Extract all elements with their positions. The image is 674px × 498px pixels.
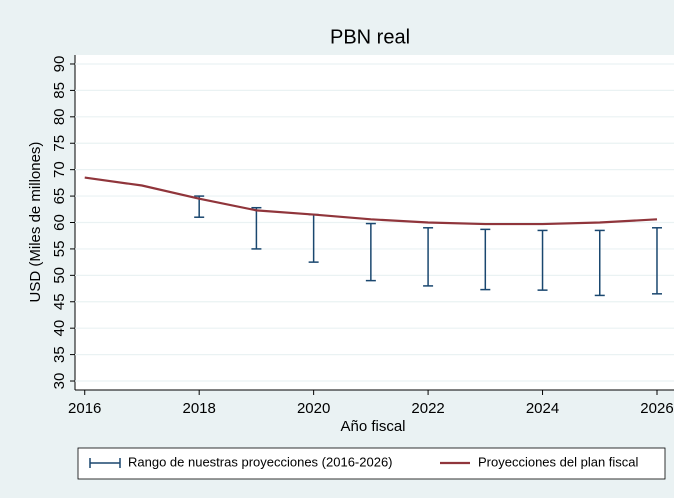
x-tick-label: 2016 [68,400,101,417]
y-tick-label: 80 [51,108,68,125]
x-tick-label: 2018 [182,400,215,417]
x-tick-label: 2024 [526,400,559,417]
y-tick-label: 45 [51,293,68,310]
y-tick-label: 75 [51,135,68,152]
y-tick-label: 85 [51,82,68,99]
legend-label: Rango de nuestras proyecciones (2016-202… [128,454,393,469]
x-tick-label: 2020 [297,400,330,417]
chart-title: PBN real [330,26,410,48]
y-tick-label: 70 [51,161,68,178]
y-tick-label: 55 [51,241,68,258]
y-tick-label: 90 [51,56,68,73]
y-tick-label: 35 [51,346,68,363]
x-tick-label: 2026 [640,400,673,417]
y-tick-label: 40 [51,320,68,337]
legend [77,447,666,480]
y-tick-label: 30 [51,373,68,390]
y-tick-label: 60 [51,214,68,231]
x-tick-label: 2022 [411,400,444,417]
x-axis-label: Año fiscal [340,418,405,435]
y-axis-label: USD (Miles de millones) [27,142,44,303]
y-tick-label: 65 [51,188,68,205]
y-tick-label: 50 [51,267,68,284]
line [84,176,658,226]
legend-label: Proyecciones del plan fiscal [478,454,639,469]
